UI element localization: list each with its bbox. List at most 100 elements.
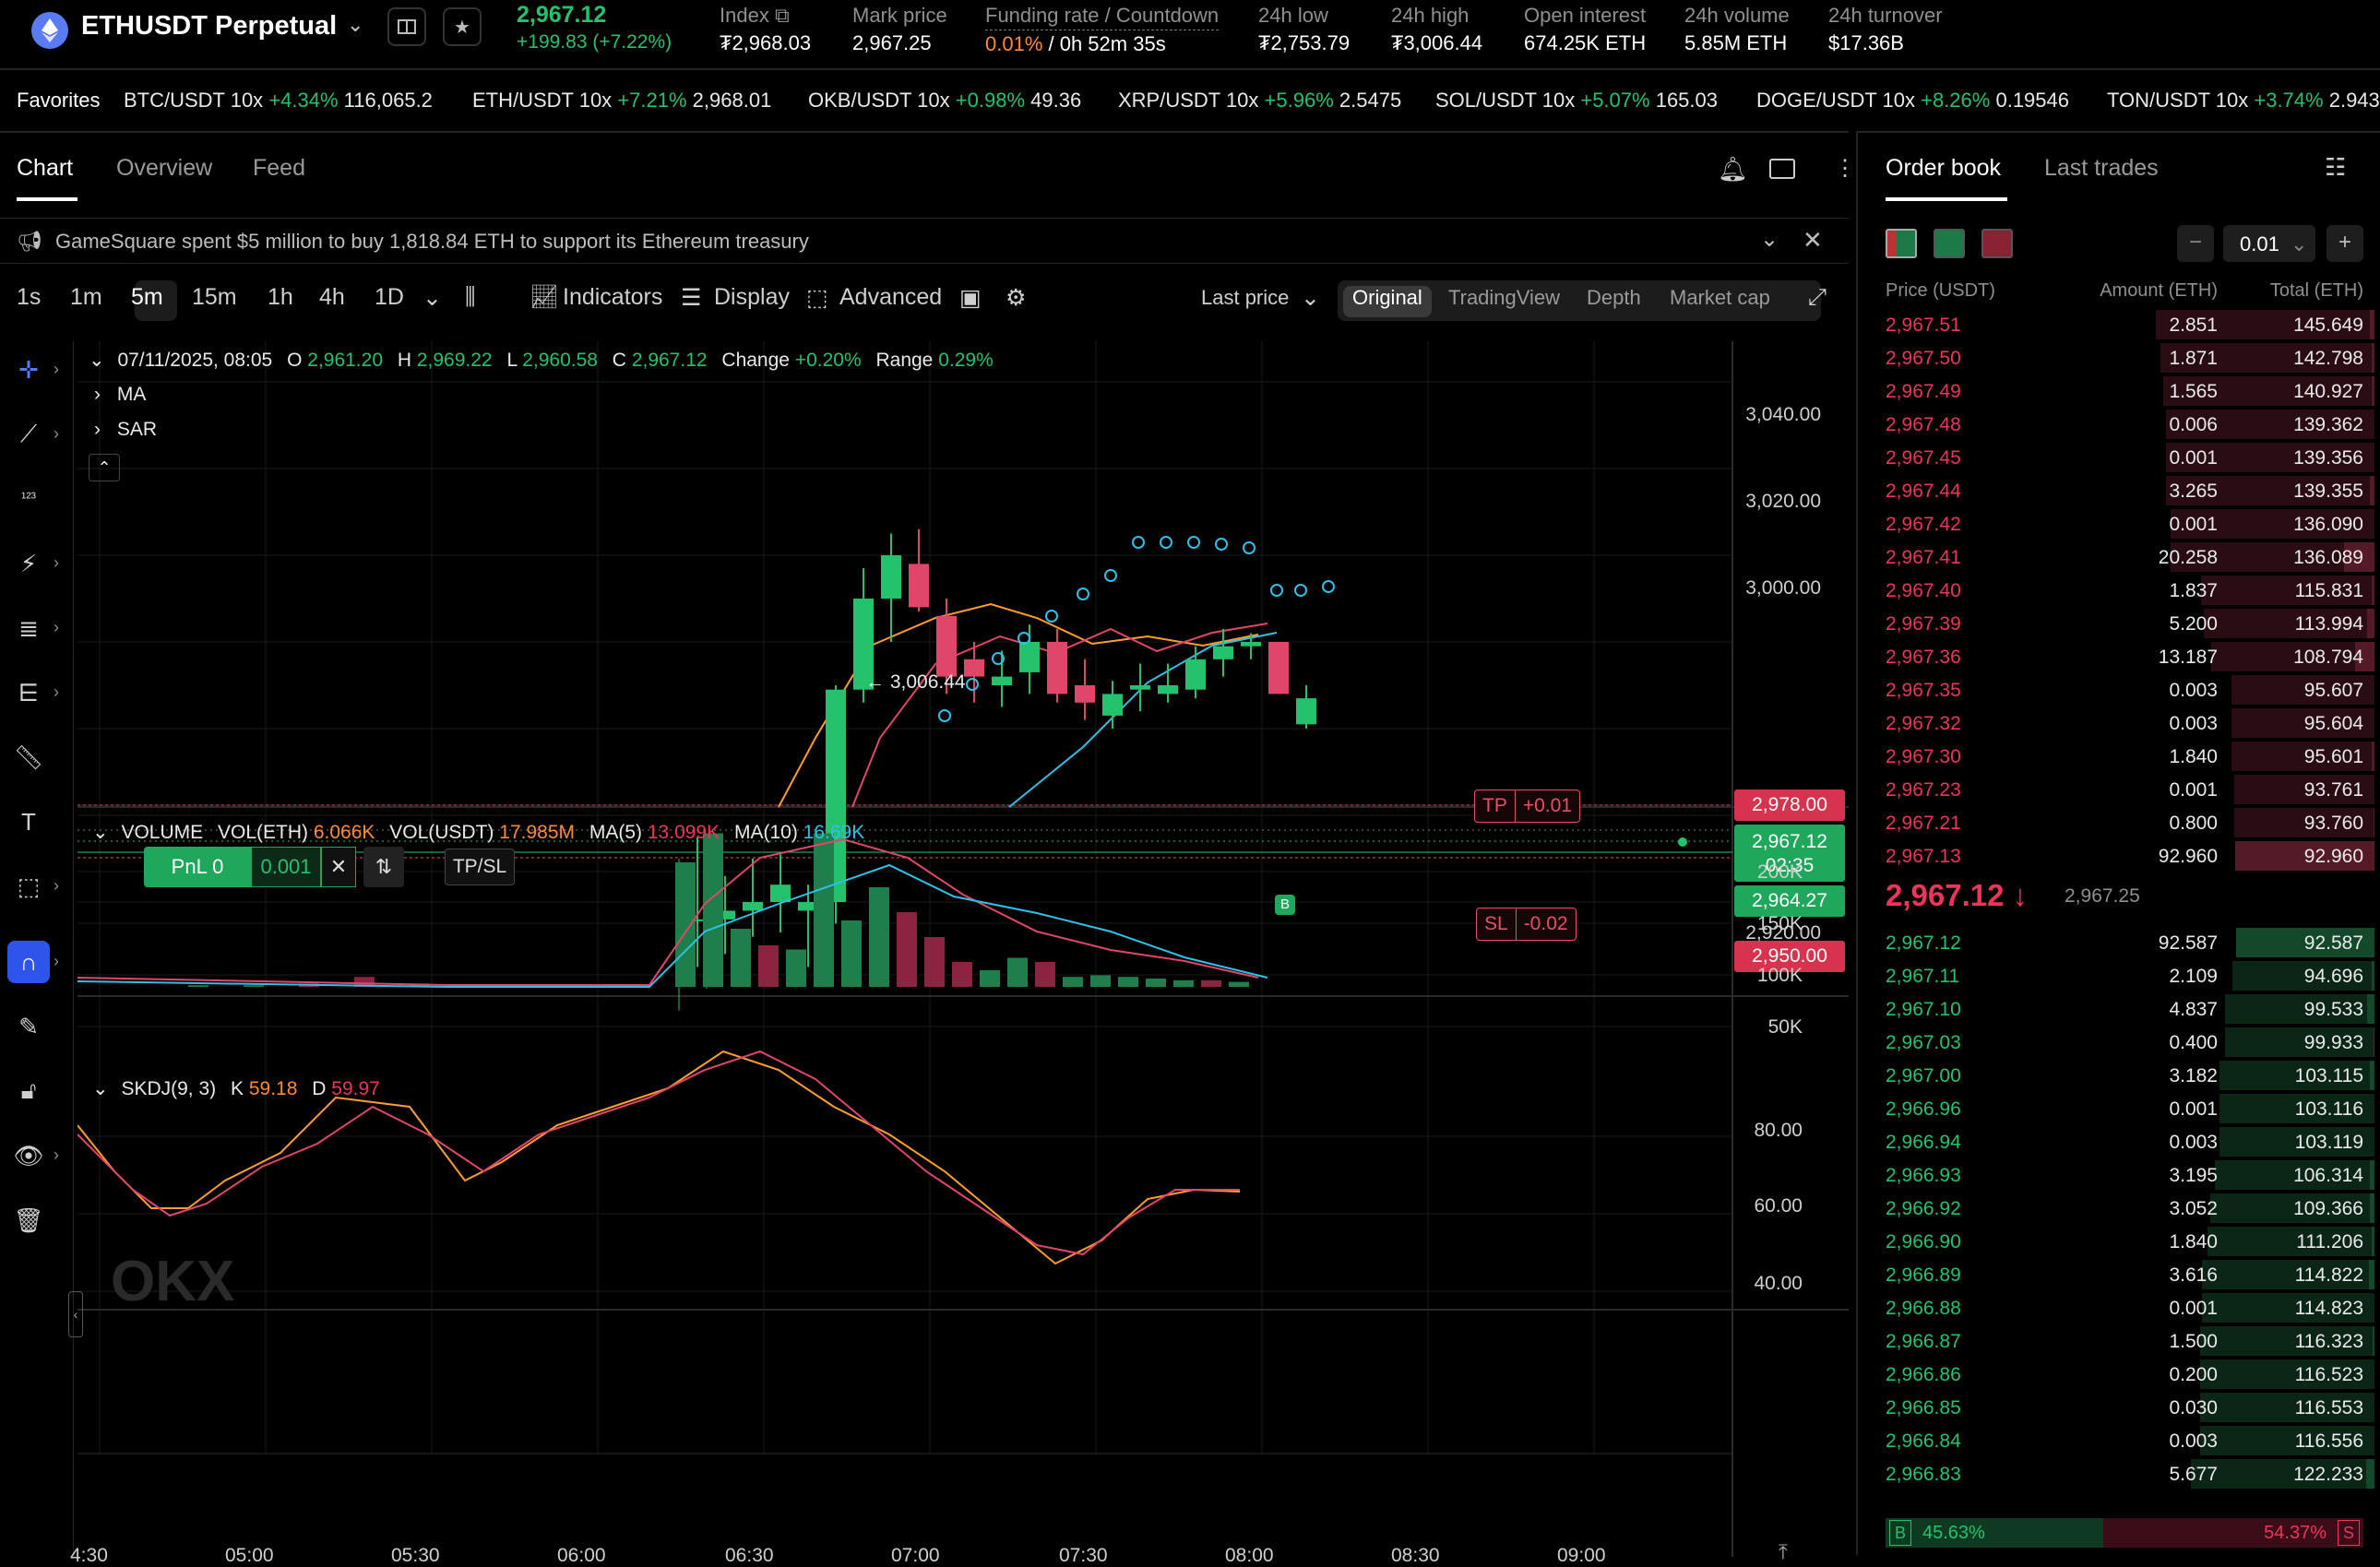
tab-last-trades[interactable]: Last trades (2044, 155, 2159, 181)
ask-row[interactable]: 2,967.13 92.960 92.960 (1858, 839, 2374, 873)
chevron-down-icon[interactable]: ⌄ (1301, 285, 1320, 311)
sar-legend[interactable]: › SAR (94, 419, 158, 440)
ask-row[interactable]: 2,967.35 0.003 95.607 (1858, 673, 2374, 706)
close-position-icon[interactable]: ✕ (321, 847, 356, 887)
bid-row[interactable]: 2,967.00 3.182 103.115 (1858, 1059, 2374, 1092)
ask-row[interactable]: 2,967.50 1.871 142.798 (1858, 341, 2374, 374)
ask-row[interactable]: 2,967.45 0.001 139.356 (1858, 441, 2374, 474)
gear-icon[interactable]: ⚙ (1006, 285, 1027, 311)
bid-row[interactable]: 2,966.85 0.030 116.553 (1858, 1391, 2374, 1424)
tab-feed[interactable]: Feed (253, 155, 305, 181)
gann-icon[interactable]: ⋿ (18, 678, 40, 706)
chevron-down-icon[interactable]: ⌄ (89, 350, 105, 371)
pair-name[interactable]: ETHUSDT Perpetual (81, 11, 338, 41)
chart-canvas[interactable]: OKX (77, 341, 1849, 1557)
interval-1h[interactable]: 1h (268, 284, 293, 310)
star-icon[interactable]: ★ (443, 7, 482, 46)
bid-row[interactable]: 2,966.94 0.003 103.119 (1858, 1125, 2374, 1158)
chevron-down-icon[interactable]: ⌄ (1760, 227, 1779, 252)
advanced-icon[interactable]: ⬚ (806, 285, 828, 311)
sl-order[interactable]: SL -0.02 (1476, 908, 1577, 941)
display-button[interactable]: Display (714, 284, 790, 310)
ruler-icon[interactable]: 📏︎ (13, 742, 44, 771)
expand-icon[interactable]: › (54, 424, 59, 443)
alert-bell-icon[interactable]: 🔔︎ (1718, 155, 1749, 183)
tab-chart[interactable]: Chart (17, 155, 74, 181)
chevron-right-icon[interactable]: › (94, 384, 101, 405)
bid-row[interactable]: 2,966.93 3.195 106.314 (1858, 1158, 2374, 1192)
bid-row[interactable]: 2,966.88 0.001 114.823 (1858, 1291, 2374, 1324)
window-icon[interactable] (1769, 159, 1795, 179)
eye-icon[interactable]: 👁︎ (13, 1141, 44, 1169)
fib-icon[interactable]: ≣ (18, 613, 39, 642)
pencil-icon[interactable]: ✎ (18, 1012, 39, 1040)
ask-row[interactable]: 2,967.32 0.003 95.604 (1858, 706, 2374, 740)
shapes-icon[interactable]: ⬚ (17, 872, 41, 900)
bid-row[interactable]: 2,966.89 3.616 114.822 (1858, 1258, 2374, 1291)
external-link-icon[interactable]: ⧉ (774, 4, 790, 27)
interval-5m[interactable]: 5m (131, 284, 163, 310)
expand-icon[interactable]: › (54, 876, 59, 895)
chevron-down-icon[interactable]: ⌄ (92, 1078, 109, 1099)
expand-icon[interactable]: › (54, 683, 59, 701)
tp-order[interactable]: TP +0.01 (1474, 789, 1580, 823)
fav-item[interactable]: ETH/USDT 10x +7.21% 2,968.01 (472, 89, 772, 112)
bid-row[interactable]: 2,966.83 5.677 122.233 (1858, 1457, 2374, 1490)
bid-row[interactable]: 2,966.84 0.003 116.556 (1858, 1424, 2374, 1457)
ma-legend[interactable]: › MA (94, 384, 147, 405)
bid-row[interactable]: 2,967.12 92.587 92.587 (1858, 926, 2374, 959)
interval-1m[interactable]: 1m (70, 284, 102, 310)
indicators-button[interactable]: Indicators (563, 284, 663, 310)
stat-funding[interactable]: Funding rate / Countdown 0.01% / 0h 52m 3… (985, 4, 1220, 55)
fav-item[interactable]: XRP/USDT 10x +5.96% 2.5475 (1118, 89, 1402, 112)
book-icon[interactable] (387, 7, 426, 46)
increment-button[interactable]: + (2326, 225, 2363, 262)
indicators-icon[interactable]: 📈︎ (530, 284, 559, 310)
close-icon[interactable]: ✕ (1803, 226, 1823, 254)
view-tradingview[interactable]: TradingView (1448, 286, 1561, 309)
ask-row[interactable]: 2,967.51 2.851 145.649 (1858, 308, 2374, 341)
bid-row[interactable]: 2,966.86 0.200 116.523 (1858, 1358, 2374, 1391)
display-icon[interactable]: ☰ (681, 285, 702, 311)
decrement-button[interactable]: − (2177, 225, 2214, 262)
chart-plot[interactable]: OKX ⌄ 07/11/2025, 08:05 O 2,961.20 H 2,9… (68, 341, 1849, 1566)
bid-row[interactable]: 2,966.90 1.840 111.206 (1858, 1225, 2374, 1258)
tab-order-book[interactable]: Order book (1886, 155, 2002, 181)
ask-row[interactable]: 2,967.39 5.200 113.994 (1858, 607, 2374, 640)
ask-row[interactable]: 2,967.44 3.265 139.355 (1858, 474, 2374, 507)
ask-row[interactable]: 2,967.42 0.001 136.090 (1858, 507, 2374, 540)
collapse-legend-button[interactable]: ⌃ (89, 454, 120, 481)
chevron-right-icon[interactable]: › (94, 419, 101, 440)
expand-icon[interactable]: › (54, 618, 59, 636)
view-bids-icon[interactable] (1934, 229, 1965, 258)
advanced-button[interactable]: Advanced (839, 284, 943, 310)
template-icon[interactable]: ▣ (959, 285, 982, 311)
fav-item[interactable]: TON/USDT 10x +3.74% 2.943 (2107, 89, 2380, 112)
more-icon[interactable]: ⋮ (1834, 156, 1856, 181)
expand-icon[interactable]: › (54, 1146, 59, 1164)
bid-row[interactable]: 2,966.92 3.052 109.366 (1858, 1192, 2374, 1225)
tpsl-button[interactable]: TP/SL (445, 849, 515, 885)
ask-row[interactable]: 2,967.40 1.837 115.831 (1858, 574, 2374, 607)
ask-row[interactable]: 2,967.41 20.258 136.089 (1858, 540, 2374, 574)
news-banner[interactable]: 📢︎ GameSquare spent $5 million to buy 1,… (0, 218, 1849, 264)
interval-1s[interactable]: 1s (17, 284, 42, 310)
ask-row[interactable]: 2,967.23 0.001 93.761 (1858, 773, 2374, 806)
interval-1d[interactable]: 1D (375, 284, 404, 310)
trash-icon[interactable]: 🗑︎ (13, 1205, 44, 1234)
bid-row[interactable]: 2,967.10 4.837 99.533 (1858, 992, 2374, 1026)
view-market-cap[interactable]: Market cap (1670, 286, 1770, 309)
text-icon[interactable]: T (21, 807, 36, 836)
fav-item[interactable]: OKB/USDT 10x +0.98% 49.36 (808, 89, 1082, 112)
ask-row[interactable]: 2,967.30 1.840 95.601 (1858, 740, 2374, 773)
view-original[interactable]: Original (1352, 286, 1422, 309)
ask-row[interactable]: 2,967.48 0.006 139.362 (1858, 408, 2374, 441)
expand-icon[interactable]: › (54, 553, 59, 572)
trendline-icon[interactable]: ⟋ (19, 420, 38, 447)
bid-row[interactable]: 2,967.03 0.400 99.933 (1858, 1026, 2374, 1059)
expand-icon[interactable]: › (54, 952, 59, 970)
last-price-select[interactable]: Last price (1201, 286, 1290, 309)
fav-item[interactable]: BTC/USDT 10x +4.34% 116,065.2 (124, 89, 433, 112)
interval-4h[interactable]: 4h (319, 284, 345, 310)
fav-item[interactable]: SOL/USDT 10x +5.07% 165.03 (1435, 89, 1718, 112)
